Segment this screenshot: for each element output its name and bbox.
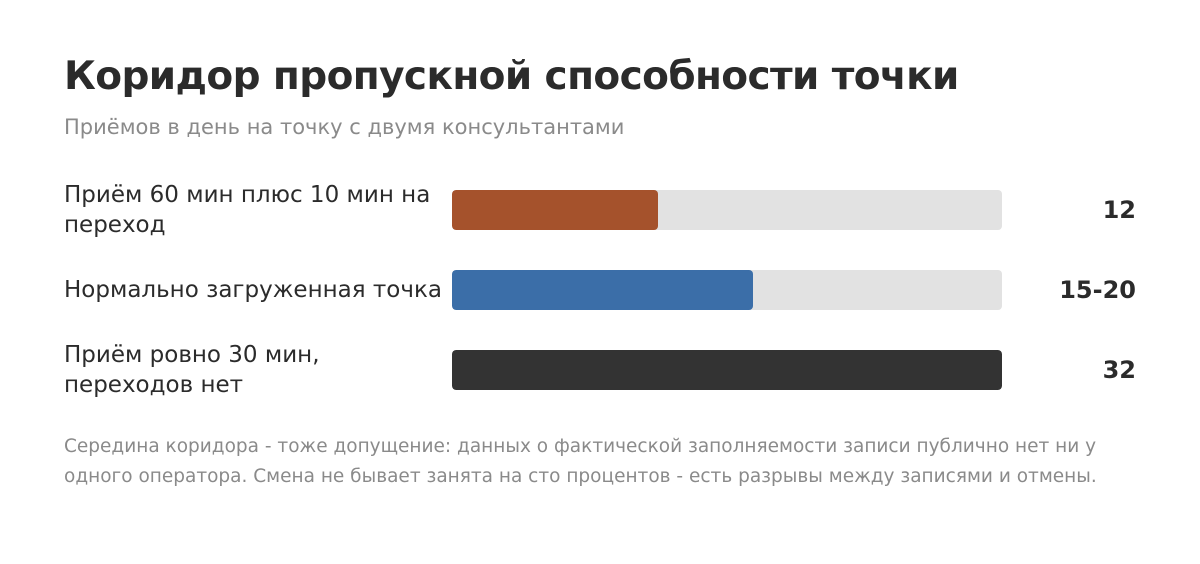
bar-label: Приём 60 мин плюс 10 мин на переход (64, 182, 431, 238)
bar-value-label: 12 (1102, 196, 1136, 224)
bar-row: Приём ровно 30 мин, переходов нет 32 (0, 330, 1200, 410)
bar-fill (452, 190, 658, 230)
bar-value-label: 32 (1102, 356, 1136, 384)
bar-track (452, 270, 1002, 310)
bar-row: Нормально загруженная точка 15-20 (0, 250, 1200, 330)
bar-fill (452, 270, 753, 310)
bar-label: Нормально загруженная точка (64, 277, 442, 303)
chart-subtitle: Приёмов в день на точку с двумя консульт… (64, 115, 625, 139)
footnote: Середина коридора - тоже допущение: данн… (64, 436, 1097, 487)
bar-track (452, 350, 1002, 390)
bar-value-label: 15-20 (1059, 276, 1136, 304)
bar-row: Приём 60 мин плюс 10 мин на переход 12 (0, 170, 1200, 250)
chart-title: Коридор пропускной способности точки (64, 54, 959, 99)
bar-label: Приём ровно 30 мин, переходов нет (64, 342, 320, 398)
bar-fill (452, 350, 1002, 390)
bar-track (452, 190, 1002, 230)
